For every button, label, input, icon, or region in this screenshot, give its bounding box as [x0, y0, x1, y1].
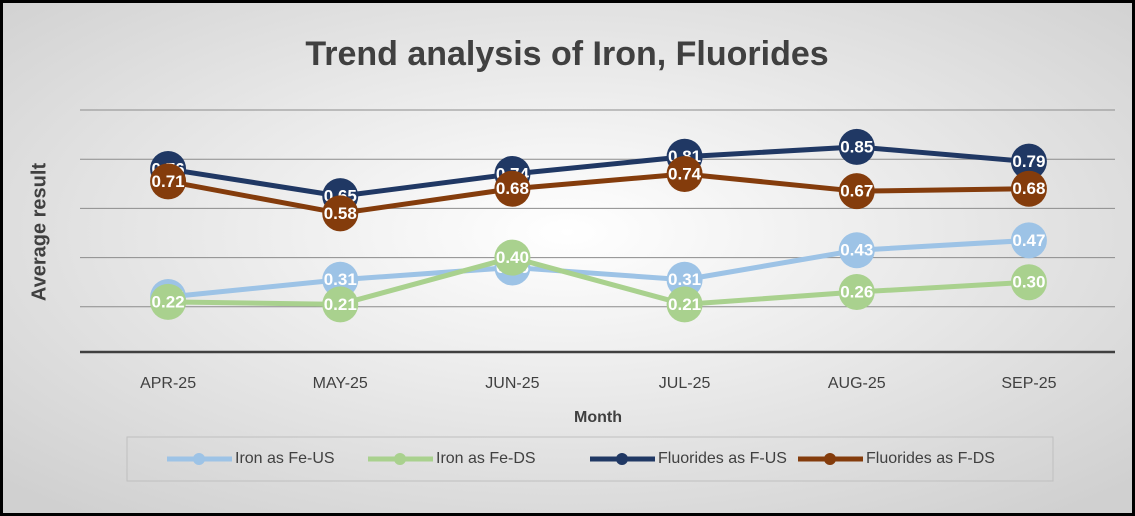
- legend-marker: [616, 453, 628, 465]
- data-point: [150, 283, 187, 320]
- data-label: 0.68: [1012, 179, 1045, 198]
- data-point: [666, 261, 703, 298]
- data-label: 0.43: [840, 241, 873, 260]
- data-point: [838, 232, 875, 269]
- data-point: [494, 170, 531, 207]
- data-label: 0.21: [668, 295, 701, 314]
- data-point: [1010, 264, 1047, 301]
- grid: APR-25 MAY-25 JUN-25 JUL-25 AUG-25 SEP-25: [80, 109, 1115, 392]
- data-point: [322, 195, 359, 232]
- x-tick-label: MAY-25: [313, 375, 368, 392]
- data-point: [666, 286, 703, 323]
- series-line: [168, 255, 1030, 307]
- legend-label: Iron as Fe-DS: [436, 450, 536, 467]
- data-label: 0.21: [324, 295, 357, 314]
- legend-marker: [193, 453, 205, 465]
- data-point: [322, 286, 359, 323]
- x-tick-label: JUN-25: [485, 375, 539, 392]
- chart-title: Trend analysis of Iron, Fluorides: [305, 35, 828, 73]
- data-point: [322, 261, 359, 298]
- data-point: [150, 163, 187, 200]
- data-point: [494, 239, 531, 276]
- x-axis-label: Month: [574, 409, 622, 426]
- data-label: 0.30: [1012, 273, 1045, 292]
- data-label: 0.74: [668, 164, 702, 183]
- data-label: 0.31: [668, 270, 701, 289]
- x-tick-label: JUL-25: [659, 375, 711, 392]
- legend-label: Fluorides as F-DS: [866, 450, 995, 467]
- legend-label: Iron as Fe-US: [235, 450, 335, 467]
- data-label: 0.22: [152, 292, 185, 311]
- data-label: 0.58: [324, 204, 357, 223]
- series-line: [167, 237, 1030, 300]
- data-point: [838, 173, 875, 210]
- data-label: 0.79: [1012, 152, 1045, 171]
- data-label: 0.85: [840, 137, 873, 156]
- data-label: 0.47: [1012, 231, 1045, 250]
- legend-marker: [824, 453, 836, 465]
- data-label: 0.71: [152, 172, 185, 191]
- legend-label: Fluorides as F-US: [658, 450, 787, 467]
- legend-marker: [394, 453, 406, 465]
- data-point: [1010, 222, 1047, 259]
- data-point: [1010, 143, 1047, 180]
- x-tick-label: APR-25: [140, 375, 196, 392]
- y-axis-label: Average result: [28, 163, 50, 302]
- data-label: 0.68: [496, 179, 529, 198]
- data-label: 0.26: [840, 283, 873, 302]
- series-line: [167, 144, 1030, 199]
- legend-box: [126, 436, 1054, 482]
- data-point: [838, 274, 875, 311]
- data-label: 0.40: [496, 248, 529, 267]
- series-lines: 0.240.310.360.310.430.470.220.210.400.21…: [150, 128, 1047, 323]
- data-label: 0.31: [324, 270, 357, 289]
- series-line: [167, 171, 1029, 216]
- data-label: 0.67: [840, 182, 873, 201]
- data-point: [666, 155, 703, 192]
- legend: Iron as Fe-US Iron as Fe-DS Fluorides as F…: [167, 450, 995, 467]
- x-tick-label: AUG-25: [828, 375, 886, 392]
- data-point: [838, 128, 875, 165]
- data-point: [1010, 170, 1047, 207]
- x-tick-label: SEP-25: [1001, 375, 1056, 392]
